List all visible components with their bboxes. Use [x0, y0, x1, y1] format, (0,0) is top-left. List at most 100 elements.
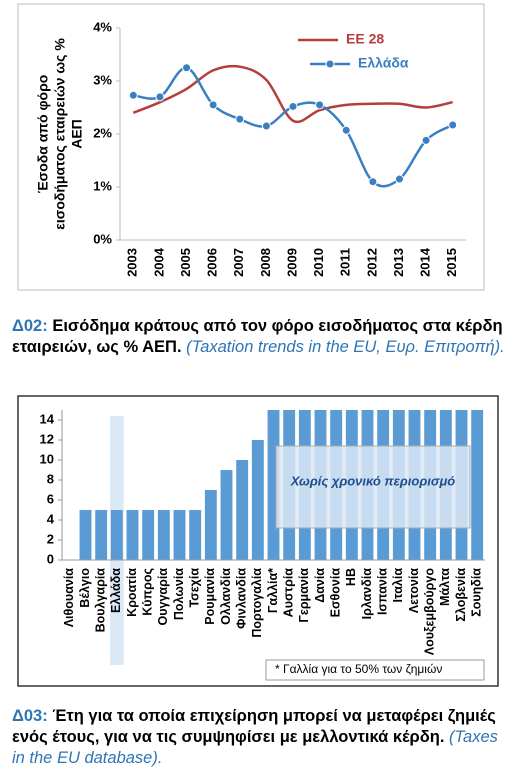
x-tick-label: Ιρλανδία	[360, 568, 374, 620]
x-tick-label: Μάλτα	[438, 568, 452, 606]
y-axis-label: Έσοδα από φόρο	[35, 75, 51, 194]
y-tick-label: 2%	[93, 125, 112, 140]
bar	[157, 510, 170, 560]
bar	[236, 460, 249, 560]
point	[128, 90, 138, 100]
x-tick-label: 2006	[205, 248, 220, 277]
x-tick-label: 2007	[231, 248, 246, 277]
x-tick-label: Ελλάδα	[109, 568, 123, 613]
legend-label: EE 28	[346, 31, 384, 47]
x-tick-label: Δανία	[313, 568, 327, 603]
y-tick-label: 12	[40, 431, 54, 446]
x-tick-label: 2010	[311, 248, 326, 277]
x-tick-label: Ιταλία	[391, 568, 405, 603]
x-tick-label: 2015	[444, 248, 459, 277]
bar	[189, 510, 202, 560]
series-line	[133, 66, 454, 188]
y-tick-label: 3%	[93, 72, 112, 87]
footnote: * Γαλλία για το 50% των ζημιών	[275, 662, 442, 676]
bar	[95, 510, 108, 560]
caption-label: Δ03:	[12, 707, 48, 725]
bar	[110, 510, 123, 560]
x-tick-label: 2014	[418, 247, 433, 277]
y-axis-label: εισοδήματος εταιρειών ως %	[52, 38, 68, 230]
x-tick-label: Ισπανία	[375, 568, 389, 615]
series-line	[132, 64, 453, 124]
x-tick-label: Σουηδία	[469, 568, 483, 617]
y-tick-label: 0	[47, 551, 54, 566]
point	[448, 120, 458, 130]
x-tick-label: Λιθουανία	[62, 568, 76, 628]
caption-source: (Taxation trends in the EU, Ευρ. Επιτροπ…	[186, 338, 505, 356]
y-tick-label: 1%	[93, 178, 112, 193]
x-tick-label: Γαλλία*	[266, 568, 280, 613]
point	[288, 101, 298, 111]
y-tick-label: 6	[47, 491, 54, 506]
x-tick-label: 2008	[258, 248, 273, 277]
x-tick-label: 2004	[151, 247, 166, 277]
x-tick-label: Φινλανδία	[234, 568, 248, 629]
x-tick-label: Κροατία	[125, 568, 139, 617]
chart-frame	[17, 3, 485, 291]
x-tick-label: 2005	[178, 248, 193, 277]
point	[368, 177, 378, 187]
caption: Δ03: Έτη για τα οποία επιχείρηση μπορεί …	[12, 706, 512, 769]
x-tick-label: 2013	[391, 248, 406, 277]
x-tick-label: Λετονία	[407, 568, 421, 614]
point	[261, 121, 271, 131]
x-tick-label: Ουγγαρία	[156, 568, 170, 626]
point	[421, 135, 431, 145]
point	[341, 125, 351, 135]
footnote-box	[265, 659, 485, 681]
caption-source: (Taxes in the EU database).	[12, 728, 498, 767]
bar	[251, 440, 264, 560]
x-tick-label: Εσθονία	[328, 568, 342, 618]
bar	[471, 410, 484, 560]
caption-text: Εισόδημα κράτους από τον φόρο εισοδήματο…	[12, 317, 503, 356]
x-tick-label: 2003	[125, 248, 140, 277]
caption: Δ02: Εισόδημα κράτους από τον φόρο εισοδ…	[12, 316, 512, 358]
y-tick-label: 4%	[93, 19, 112, 34]
y-tick-label: 10	[40, 451, 54, 466]
x-tick-label: Βουλγαρία	[93, 568, 107, 633]
x-tick-label: Σλοβενία	[454, 568, 468, 622]
point	[394, 174, 404, 184]
legend-label: Ελλάδα	[358, 55, 409, 71]
x-tick-label: Ρουμανία	[203, 568, 217, 625]
bar	[126, 510, 139, 560]
bar	[173, 510, 186, 560]
caption-text: Έτη για τα οποία επιχείρηση μπορεί να με…	[12, 707, 496, 746]
x-tick-label: Βέλγιο	[78, 568, 92, 608]
x-tick-label: Πορτογαλία	[250, 568, 264, 638]
y-tick-label: 8	[47, 471, 54, 486]
point	[208, 100, 218, 110]
x-tick-label: 2011	[338, 248, 353, 276]
annotation-box	[275, 445, 471, 529]
bar	[204, 490, 217, 560]
x-tick-label: ΗΒ	[344, 568, 358, 586]
point	[155, 92, 165, 102]
y-axis-label: ΑΕΠ	[69, 119, 85, 149]
x-tick-label: Γερμανία	[297, 568, 311, 623]
point	[182, 63, 192, 73]
x-tick-label: Αυστρία	[281, 568, 295, 618]
x-tick-label: Τσεχία	[187, 568, 201, 608]
y-tick-label: 14	[40, 411, 55, 426]
y-tick-label: 0%	[93, 231, 112, 246]
bar	[79, 510, 92, 560]
x-tick-label: 2012	[364, 248, 379, 277]
bar	[142, 510, 155, 560]
x-tick-label: Πολωνία	[172, 568, 186, 620]
x-tick-label: 2009	[284, 248, 299, 277]
chart-frame	[17, 395, 499, 687]
bar	[267, 410, 280, 560]
point	[315, 100, 325, 110]
x-tick-label: Ολλανδία	[219, 568, 233, 625]
x-tick-label: Κύπρος	[140, 568, 154, 616]
caption-label: Δ02:	[12, 317, 48, 335]
y-tick-label: 2	[47, 531, 54, 546]
y-tick-label: 4	[47, 511, 55, 526]
annotation: Χωρίς χρονικό περιορισμό	[290, 473, 456, 488]
